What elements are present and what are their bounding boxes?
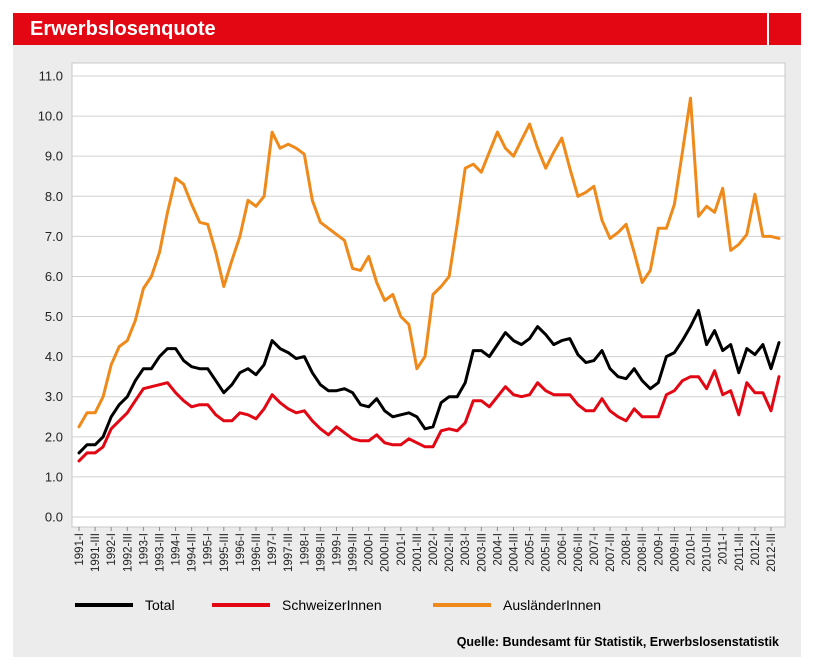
x-tick-label: 1992-I [106, 533, 118, 566]
x-tick-label: 1999-III [348, 533, 360, 572]
title-bar-divider [767, 13, 769, 45]
x-tick-label: 2000-III [380, 533, 392, 572]
x-tick-label: 2000-I [364, 533, 376, 566]
x-tick-label: 2011-III [734, 533, 746, 571]
x-tick-label: 1991-III [90, 533, 102, 572]
x-tick-label: 1995-I [203, 533, 215, 566]
x-tick-label: 1999-I [331, 533, 343, 566]
source-note: Quelle: Bundesamt für Statistik, Erwerbs… [456, 635, 779, 649]
x-tick-label: 2004-III [508, 533, 520, 572]
x-axis-ticks: 1991-I 1991-III 1992-I 1992-III 1993-I 1993-I… [74, 527, 778, 572]
y-tick-label: 3.0 [45, 389, 63, 404]
y-tick-label: 5.0 [45, 309, 63, 324]
x-tick-label: 1996-I [235, 533, 247, 566]
x-tick-label: 1993-III [154, 533, 166, 572]
x-tick-label: 2003-I [460, 533, 472, 566]
x-tick-label: 1994-I [171, 533, 183, 566]
y-tick-label: 0.0 [45, 510, 63, 525]
legend-label-total: Total [145, 597, 175, 613]
x-tick-label: 2009-III [669, 533, 681, 572]
y-tick-label: 11.0 [39, 69, 63, 84]
plot-area [71, 62, 786, 528]
y-tick-label: 7.0 [45, 229, 63, 244]
series-line-schweizer [77, 369, 781, 463]
legend-swatch-auslaender [433, 603, 491, 607]
y-tick-label: 6.0 [45, 269, 63, 284]
legend-swatch-schweizer [212, 603, 270, 607]
y-tick-label: 9.0 [45, 149, 63, 164]
series-line-total [77, 309, 781, 455]
x-tick-label: 1995-III [219, 533, 231, 572]
legend-label-auslaender: AusländerInnen [503, 597, 602, 613]
x-tick-label: 2004-I [492, 533, 504, 566]
y-axis-ticks: 0.0 1.0 2.0 3.0 4.0 5.0 6.0 7.0 8.0 9.0 10.0 11.0 [38, 69, 63, 525]
x-tick-label: 2010-III [702, 533, 714, 572]
x-tick-label: 2001-I [396, 533, 408, 566]
x-tick-label: 2008-III [637, 533, 649, 572]
x-tick-label: 1997-I [267, 533, 279, 566]
x-tick-label: 2012-III [766, 533, 778, 572]
x-tick-label: 1994-III [187, 533, 199, 572]
y-tick-label: 8.0 [45, 189, 63, 204]
y-gridlines [72, 75, 785, 518]
x-tick-label: 2007-III [605, 533, 617, 572]
x-tick-label: 2010-I [685, 533, 697, 566]
x-tick-label: 1998-I [299, 533, 311, 566]
x-tick-label: 2009-I [653, 533, 665, 566]
x-tick-label: 2006-III [573, 533, 585, 572]
legend-swatch-total [75, 603, 133, 607]
x-tick-label: 2002-I [428, 533, 440, 566]
x-tick-label: 2012-I [750, 533, 762, 566]
x-tick-label: 2007-I [589, 533, 601, 566]
x-tick-label: 1997-III [283, 533, 295, 572]
chart-panel: Erwerbslosenquote 0.0 1.0 2.0 3.0 4.0 5.0 6.0 7… [13, 13, 801, 657]
x-tick-label: 2006-I [557, 533, 569, 566]
y-tick-label: 1.0 [45, 469, 63, 484]
x-tick-label: 1992-III [122, 533, 134, 572]
title-bar: Erwerbslosenquote [13, 13, 801, 45]
y-tick-label: 4.0 [45, 349, 63, 364]
line-chart: 0.0 1.0 2.0 3.0 4.0 5.0 6.0 7.0 8.0 9.0 10.0 11.0 1… [38, 62, 786, 572]
chart-title: Erwerbslosenquote [30, 18, 216, 40]
y-tick-label: 10.0 [38, 109, 63, 124]
legend-label-schweizer: SchweizerInnen [282, 597, 382, 613]
x-tick-label: 2008-I [621, 533, 633, 566]
x-tick-label: 2003-III [476, 533, 488, 572]
x-tick-label: 2005-I [525, 533, 537, 566]
series-lines [77, 96, 781, 463]
x-tick-label: 2002-III [444, 533, 456, 572]
x-tick-label: 1993-I [138, 533, 150, 566]
x-tick-label: 2011-I [718, 533, 730, 565]
x-tick-label: 2005-III [541, 533, 553, 572]
series-line-auslaender [77, 96, 781, 429]
x-tick-label: 1991-I [74, 533, 86, 566]
x-tick-label: 2001-III [412, 533, 424, 572]
x-tick-label: 1998-III [315, 533, 327, 572]
x-tick-label: 1996-III [251, 533, 263, 572]
y-tick-label: 2.0 [45, 429, 63, 444]
